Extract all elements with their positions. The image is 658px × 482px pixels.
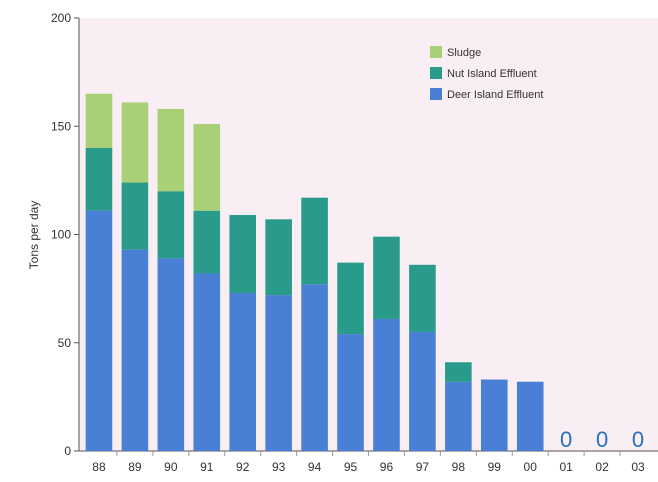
x-tick-label: 95 bbox=[344, 460, 358, 474]
x-tick-label: 91 bbox=[200, 460, 214, 474]
x-tick-label: 90 bbox=[164, 460, 178, 474]
x-tick-label: 88 bbox=[92, 460, 106, 474]
x-tick-label: 97 bbox=[416, 460, 430, 474]
bar-segment bbox=[193, 273, 221, 451]
data-label: 0 bbox=[596, 427, 608, 452]
data-label: 0 bbox=[560, 427, 572, 452]
bar-segment bbox=[229, 292, 257, 451]
bar-segment bbox=[157, 258, 185, 451]
bar-segment bbox=[121, 102, 149, 183]
x-tick-label: 98 bbox=[452, 460, 466, 474]
legend-label: Sludge bbox=[447, 47, 481, 59]
x-tick-label: 01 bbox=[559, 460, 573, 474]
bar-segment bbox=[337, 334, 364, 451]
x-axis: 88 89 90 91 92 93 94 95 96 97 98 99 00 01 02 03 bbox=[79, 450, 658, 474]
y-tick-label: 0 bbox=[64, 444, 71, 458]
x-tick-label: 02 bbox=[595, 460, 609, 474]
bar-segment bbox=[373, 318, 400, 451]
x-tick-label: 92 bbox=[236, 460, 250, 474]
bar-segment bbox=[193, 210, 221, 274]
bar-segment bbox=[85, 210, 113, 451]
legend-swatch bbox=[430, 88, 442, 100]
x-tick-label: 03 bbox=[631, 460, 645, 474]
bar-segment bbox=[373, 236, 400, 319]
y-axis-label: Tons per day bbox=[27, 201, 41, 270]
bar-segment bbox=[193, 124, 221, 211]
legend-label: Deer Island Effluent bbox=[447, 89, 543, 101]
legend: Sludge Nut Island Effluent Deer Island Eff… bbox=[430, 46, 543, 101]
y-tick-label: 200 bbox=[51, 11, 71, 25]
x-tick-label: 93 bbox=[272, 460, 286, 474]
bar-segment bbox=[445, 381, 472, 451]
bar-segment bbox=[516, 381, 544, 451]
bar-segment bbox=[85, 93, 113, 148]
bar-segment bbox=[157, 191, 185, 259]
bar-segment bbox=[409, 331, 436, 451]
x-tick-label: 96 bbox=[380, 460, 394, 474]
x-tick-label: 89 bbox=[128, 460, 142, 474]
y-tick-label: 150 bbox=[51, 119, 71, 133]
legend-swatch bbox=[430, 46, 442, 58]
data-label: 0 bbox=[632, 427, 644, 452]
x-tick-label: 94 bbox=[308, 460, 322, 474]
bar-segment bbox=[445, 362, 472, 382]
bar-segment bbox=[121, 182, 149, 250]
x-tick-label: 00 bbox=[524, 460, 538, 474]
bar-segment bbox=[121, 249, 149, 451]
bar-segment bbox=[480, 379, 508, 451]
bar-segment bbox=[157, 108, 185, 192]
y-tick-label: 50 bbox=[58, 336, 72, 350]
bar-segment bbox=[265, 219, 292, 296]
y-tick-label: 100 bbox=[51, 228, 71, 242]
x-tick-label: 99 bbox=[488, 460, 502, 474]
bar-segment bbox=[229, 215, 257, 293]
legend-swatch bbox=[430, 67, 442, 79]
y-axis: 0 50 100 150 200 bbox=[51, 11, 80, 458]
bar-segment bbox=[85, 147, 113, 211]
bars bbox=[85, 93, 544, 451]
bar-segment bbox=[265, 295, 292, 451]
legend-label: Nut Island Effluent bbox=[447, 68, 537, 80]
bar-segment bbox=[337, 262, 364, 335]
bar-segment bbox=[301, 197, 328, 285]
bar-segment bbox=[409, 264, 436, 332]
bar-segment bbox=[301, 284, 328, 451]
